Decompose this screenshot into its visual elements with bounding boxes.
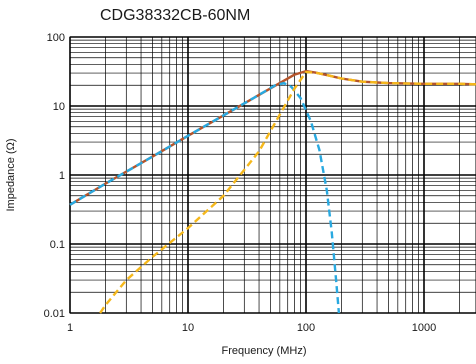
series-line-2 bbox=[69, 81, 341, 314]
x-tick-label: 10 bbox=[182, 322, 194, 334]
series-line-3 bbox=[99, 70, 476, 314]
x-tick-label: 1 bbox=[67, 322, 73, 334]
x-axis-label: Frequency (MHz) bbox=[222, 345, 307, 357]
series-layer bbox=[69, 69, 476, 314]
y-tick-label: 100 bbox=[47, 32, 65, 44]
y-tick-label: 1 bbox=[59, 170, 65, 182]
tick-labels: 1 10 100 1000 0.01 0.1 1 10 100 bbox=[44, 32, 437, 334]
y-tick-label: 10 bbox=[53, 101, 65, 113]
x-tick-label: 1000 bbox=[412, 322, 436, 334]
y-tick-label: 0.01 bbox=[44, 308, 65, 320]
chart-title: CDG38332CB-60NM bbox=[100, 7, 250, 24]
plot-frame bbox=[69, 36, 476, 314]
y-axis-label: Impedance (Ω) bbox=[5, 138, 17, 211]
x-tick-label: 100 bbox=[297, 322, 315, 334]
series-line-1 bbox=[69, 69, 476, 206]
grid bbox=[69, 36, 476, 314]
y-tick-label: 0.1 bbox=[50, 239, 65, 251]
